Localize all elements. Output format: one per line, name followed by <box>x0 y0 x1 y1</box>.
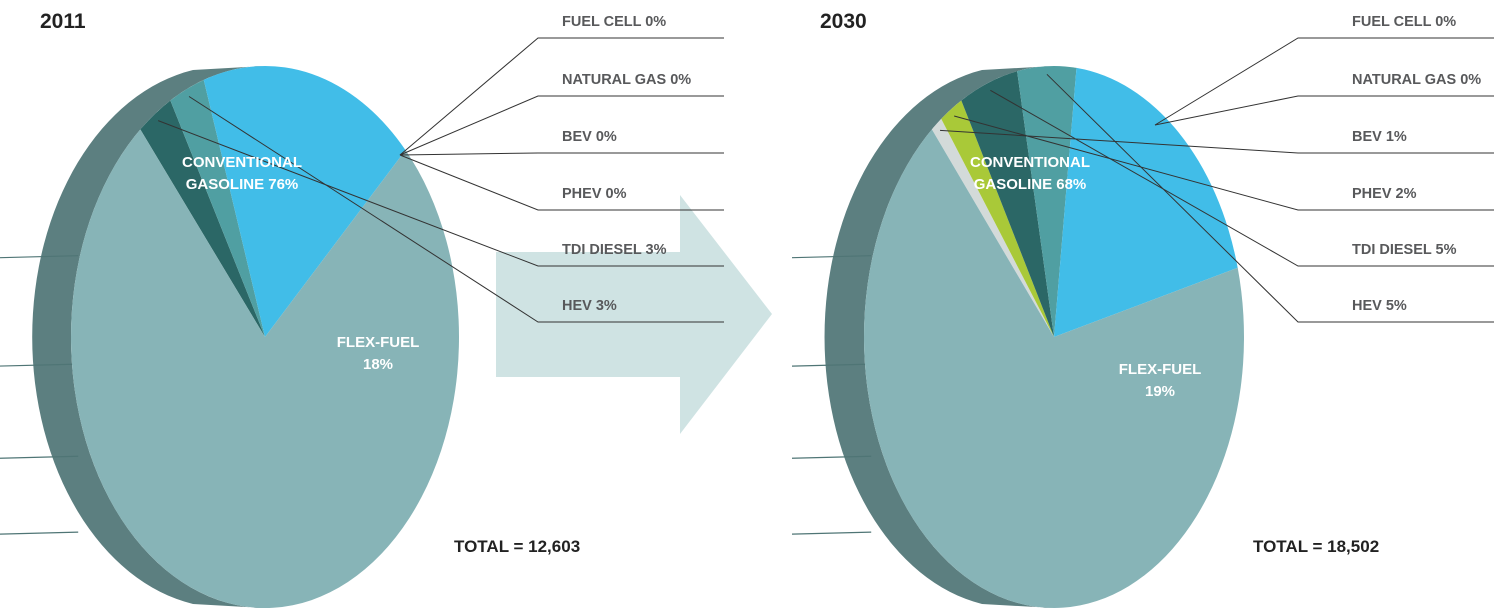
pie-side-band <box>0 455 79 459</box>
pie-2030-side <box>791 66 1054 608</box>
pie-2030: 2030 CONVENTIONAL GASOLINE 68% FLEX-FUEL… <box>791 10 1494 608</box>
slice-tdi-diesel <box>961 71 1054 337</box>
pie-side-band <box>0 255 79 259</box>
leader-line-tdi-diesel <box>157 120 724 267</box>
legend-fuel-cell: FUEL CELL 0% <box>1352 14 1456 30</box>
leader-line-fuel-cell <box>399 37 724 156</box>
slice-bev <box>931 118 1054 337</box>
slice-label-flex-fuel-line1: FLEX-FUEL <box>337 334 420 351</box>
legend-bev: BEV 0% <box>562 129 617 145</box>
slice-flex-fuel <box>1054 67 1238 338</box>
pie-side-edge <box>824 66 1054 608</box>
leader-line-fuel-cell <box>1154 37 1494 126</box>
leader-line-phev <box>954 115 1494 211</box>
transition-arrow <box>496 195 772 434</box>
pie-2011-title: 2011 <box>40 10 86 33</box>
slice-label-flex-fuel-line1: FLEX-FUEL <box>1119 361 1202 378</box>
pie-2011-slices <box>71 65 460 609</box>
pie-2030-total: TOTAL = 18,502 <box>1253 537 1379 556</box>
legend-natural-gas: NATURAL GAS 0% <box>562 72 691 88</box>
leader-line-bev <box>939 129 1494 154</box>
pie-side-edge <box>32 66 265 608</box>
slice-label-conventional-gasoline-line1: CONVENTIONAL <box>182 154 302 171</box>
pie-side-band <box>0 363 79 367</box>
pie-2011-total: TOTAL = 12,603 <box>454 537 580 556</box>
legend-bev: BEV 1% <box>1352 129 1407 145</box>
pie-2030-title: 2030 <box>820 10 867 33</box>
legend-hev: HEV 3% <box>562 298 617 314</box>
leader-line-natural-gas <box>399 95 724 156</box>
pie-2011-leaders <box>157 37 724 323</box>
slice-conventional-gasoline <box>864 129 1245 608</box>
leader-line-phev <box>399 154 724 211</box>
legend-phev: PHEV 2% <box>1352 186 1417 202</box>
legend-natural-gas: NATURAL GAS 0% <box>1352 72 1481 88</box>
pie-side-band <box>791 363 872 367</box>
slice-label-conventional-gasoline-line1: CONVENTIONAL <box>970 154 1090 171</box>
pie-side-band <box>791 455 872 459</box>
slice-conventional-gasoline <box>71 129 460 609</box>
slice-tdi-diesel <box>140 100 265 338</box>
pie-2030-slices <box>864 66 1245 608</box>
pie-2011-side <box>0 66 265 608</box>
pie-side-band <box>791 531 872 535</box>
leader-line-bev <box>399 152 724 156</box>
slice-label-conventional-gasoline-line2: GASOLINE 68% <box>974 176 1087 193</box>
slice-phev <box>941 100 1054 338</box>
slice-hev <box>1017 66 1077 337</box>
pie-2030-leaders <box>939 37 1494 323</box>
leader-line-natural-gas <box>1154 95 1494 126</box>
legend-hev: HEV 5% <box>1352 298 1407 314</box>
slice-label-flex-fuel-line2: 19% <box>1145 383 1175 400</box>
pie-side-band <box>791 255 872 259</box>
leader-line-hev <box>1046 73 1494 323</box>
legend-tdi-diesel: TDI DIESEL 5% <box>1352 242 1457 258</box>
pie-side-band <box>0 531 79 535</box>
legend-phev: PHEV 0% <box>562 186 627 202</box>
leader-line-hev <box>188 96 724 323</box>
slice-label-conventional-gasoline-line2: GASOLINE 76% <box>186 176 299 193</box>
legend-tdi-diesel: TDI DIESEL 3% <box>562 242 667 258</box>
slice-hev <box>170 79 265 337</box>
leader-line-tdi-diesel <box>990 89 1494 267</box>
pie-2011: 2011 CONVENTIONAL GASOLINE 76% FLEX-FUEL… <box>0 10 724 609</box>
slice-label-flex-fuel-line2: 18% <box>363 356 393 373</box>
slice-flex-fuel <box>203 65 406 337</box>
legend-fuel-cell: FUEL CELL 0% <box>562 14 666 30</box>
